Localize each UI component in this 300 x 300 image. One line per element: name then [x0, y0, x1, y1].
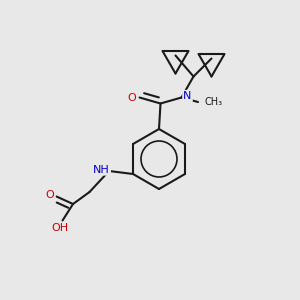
Text: O: O: [128, 92, 136, 103]
Text: CH₃: CH₃: [204, 97, 222, 107]
Text: O: O: [46, 190, 54, 200]
Text: N: N: [183, 91, 192, 101]
Text: OH: OH: [51, 223, 68, 233]
Text: NH: NH: [93, 164, 110, 175]
